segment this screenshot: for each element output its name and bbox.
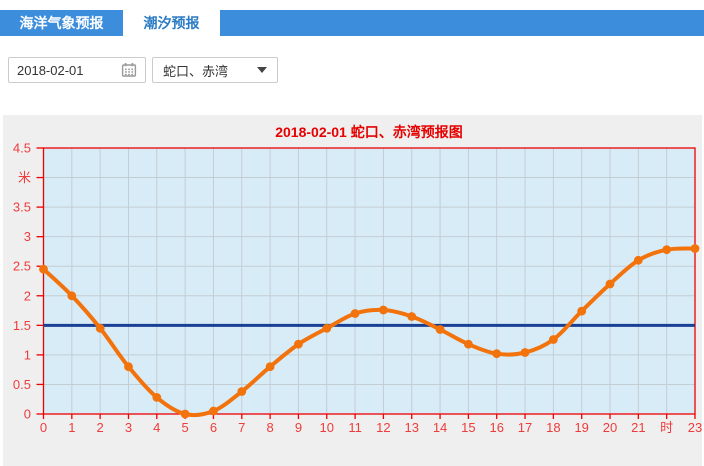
x-tick-label: 14: [433, 420, 447, 435]
tide-point-marker[interactable]: [549, 335, 558, 344]
x-tick-label: 17: [518, 420, 532, 435]
chart-panel: 2018-02-01 蛇口、赤湾预报图 0 0.5 1 1.5 2 2.5 3 3.5 米 4.5…: [3, 115, 702, 466]
x-tick-label: 4: [153, 420, 160, 435]
calendar-icon[interactable]: [121, 62, 137, 78]
y-tick-label: 2.5: [13, 259, 31, 274]
station-select-label: 蛇口、赤湾: [163, 63, 229, 79]
x-tick-label: 7: [238, 420, 245, 435]
tide-point-marker[interactable]: [407, 312, 417, 321]
x-tick-label: 12: [376, 420, 390, 435]
y-tick-label: 0.5: [13, 377, 31, 392]
tab-tide-forecast[interactable]: 潮汐预报: [123, 10, 220, 36]
chart-title: 2018-02-01 蛇口、赤湾预报图: [275, 124, 463, 140]
x-tick-label: 9: [295, 420, 302, 435]
tide-point-marker[interactable]: [350, 309, 360, 318]
tide-point-marker[interactable]: [577, 306, 587, 316]
tide-point-marker[interactable]: [520, 348, 530, 357]
tide-point-marker[interactable]: [124, 362, 133, 372]
x-tick-label: 19: [574, 420, 588, 435]
tide-point-marker[interactable]: [690, 244, 700, 253]
y-tick-label: 4.5: [13, 141, 31, 156]
date-field-wrap: [8, 57, 146, 83]
tide-point-marker[interactable]: [95, 323, 105, 333]
tab-marine-weather[interactable]: 海洋气象预报: [19, 15, 104, 31]
y-tick-label: 1: [24, 347, 31, 362]
chevron-down-icon: [257, 67, 267, 73]
y-tick-label: 3: [24, 229, 31, 244]
x-tick-label: 2: [97, 420, 104, 435]
x-tick-label: 23: [688, 420, 702, 435]
x-tick-label: 时: [660, 420, 673, 435]
x-tick-label: 6: [210, 420, 217, 435]
tide-point-marker[interactable]: [294, 339, 303, 349]
tide-point-marker[interactable]: [180, 409, 190, 419]
x-tick-label: 1: [68, 420, 75, 435]
plot-frame: [42, 147, 696, 415]
x-tick-label: 15: [461, 420, 475, 435]
tide-point-marker[interactable]: [464, 339, 473, 349]
y-tick-label: 3.5: [13, 200, 31, 215]
x-tick-label: 16: [489, 420, 503, 435]
y-tick-label: 1.5: [13, 318, 31, 333]
tide-point-marker[interactable]: [152, 393, 162, 402]
tide-point-marker[interactable]: [662, 245, 672, 255]
x-tick-label: 13: [405, 420, 419, 435]
x-tick-label: 0: [40, 420, 47, 435]
tab-bar: 海洋气象预报 潮汐预报: [0, 10, 704, 36]
tide-chart: 00.511.522.533.5米4.50 1 2 3 4 5 6 7 8 9 10 11 12 13 14…: [13, 141, 702, 436]
tide-point-marker[interactable]: [605, 279, 615, 289]
tide-point-marker[interactable]: [237, 387, 247, 396]
x-tick-label: 10: [320, 420, 334, 435]
x-tick-label: 3: [125, 420, 132, 435]
x-tick-label: 21: [631, 420, 645, 435]
tide-point-marker[interactable]: [492, 349, 502, 359]
tide-point-marker[interactable]: [39, 264, 48, 274]
y-tick-label: 2: [24, 288, 31, 303]
y-tick-label: 米: [18, 170, 31, 185]
tide-point-marker[interactable]: [67, 291, 77, 301]
station-select[interactable]: 蛇口、赤湾: [152, 57, 278, 83]
x-tick-label: 20: [603, 420, 617, 435]
tide-point-marker[interactable]: [209, 406, 218, 416]
tide-point-marker[interactable]: [322, 323, 332, 333]
tide-point-marker[interactable]: [265, 362, 275, 372]
x-tick-label: 8: [266, 420, 273, 435]
tide-point-marker[interactable]: [633, 255, 643, 265]
y-tick-label: 0: [24, 407, 31, 422]
tide-point-marker[interactable]: [379, 305, 388, 315]
x-tick-label: 5: [182, 420, 189, 435]
x-tick-label: 11: [348, 420, 362, 435]
x-tick-label: 18: [546, 420, 560, 435]
plot-background: [43, 148, 695, 414]
date-input[interactable]: [9, 62, 121, 78]
tide-point-marker[interactable]: [435, 325, 445, 334]
